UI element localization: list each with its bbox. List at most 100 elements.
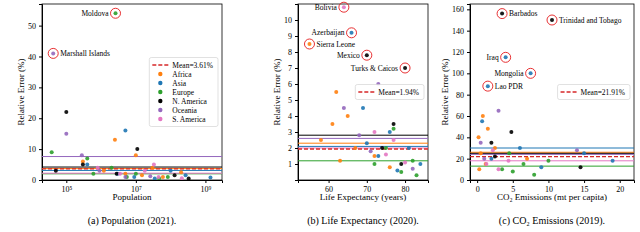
data-point xyxy=(392,122,396,126)
y-tick: 7 xyxy=(288,64,298,73)
y-tick: 50 xyxy=(28,22,42,31)
data-point xyxy=(134,153,138,157)
y-tick-mark xyxy=(295,148,298,149)
x-tick-mark xyxy=(329,180,330,183)
highlight-circle xyxy=(501,52,511,62)
data-point xyxy=(500,167,504,171)
highlight-circle xyxy=(400,63,410,73)
data-point xyxy=(497,167,501,171)
data-point xyxy=(346,114,350,118)
figure: 10⁵10⁷10⁹01020304050MoldovaMarshall Isla… xyxy=(0,0,640,232)
data-point xyxy=(532,173,536,177)
x-tick: 0 xyxy=(476,180,480,194)
data-point xyxy=(338,159,342,163)
legend-item: Mean=3.61% xyxy=(152,61,213,70)
y-tick: 20 xyxy=(28,114,42,123)
legend-swatch xyxy=(561,91,577,92)
y-axis-title: Relative Error (%) xyxy=(440,59,450,126)
data-point xyxy=(173,173,177,177)
data-point xyxy=(479,151,483,155)
y-tick: 30 xyxy=(28,83,42,92)
group-mean-line xyxy=(298,138,428,139)
legend-label: S. America xyxy=(172,115,206,124)
data-point xyxy=(114,11,118,15)
y-tick: 1 xyxy=(288,160,298,169)
data-point xyxy=(384,146,388,150)
data-point xyxy=(369,149,373,153)
y-tick-label: 140 xyxy=(452,27,464,36)
y-axis-title: Relative Error (%) xyxy=(16,59,26,126)
annotation-label: Moldova xyxy=(81,9,109,18)
plot-area xyxy=(298,5,428,177)
data-point xyxy=(484,162,488,166)
annotation-label: Sierra Leone xyxy=(316,40,355,49)
data-point xyxy=(518,146,522,150)
y-axis: 01020304050 xyxy=(28,5,43,186)
data-point xyxy=(208,176,212,180)
y-tick-mark xyxy=(467,9,470,10)
y-tick-label: 8 xyxy=(288,48,292,57)
annotation-label: Marshall Islands xyxy=(60,49,110,58)
legend-item: Europe xyxy=(158,88,195,97)
data-point xyxy=(525,157,529,161)
highlight-circle xyxy=(497,9,507,19)
x-tick-label: 0 xyxy=(476,185,480,194)
y-tick-mark xyxy=(295,100,298,101)
highlight-circle xyxy=(547,15,557,25)
y-tick-mark xyxy=(467,137,470,138)
y-tick-label: 100 xyxy=(452,69,464,78)
group-mean-line xyxy=(42,168,222,169)
data-point xyxy=(546,159,550,163)
data-point xyxy=(415,173,419,177)
group-mean-line xyxy=(470,160,634,161)
legend-swatch xyxy=(158,117,162,121)
legend-item: Mean=21.91% xyxy=(561,88,625,97)
y-tick: 6 xyxy=(288,80,298,89)
data-point xyxy=(407,146,411,150)
data-point xyxy=(486,84,490,88)
data-point xyxy=(388,165,392,169)
y-tick-label: 0 xyxy=(32,176,36,185)
data-point xyxy=(140,173,144,177)
y-tick-label: 60 xyxy=(456,112,464,121)
legend-item: Oceania xyxy=(158,106,197,115)
data-point xyxy=(489,141,493,145)
data-point xyxy=(169,169,173,173)
plot-frame xyxy=(298,4,428,180)
group-mean-line xyxy=(42,156,222,157)
y-tick-label: 10 xyxy=(28,145,36,154)
annotations: BarbadosTrinidad and TobagoIraqMongoliaL… xyxy=(483,9,622,92)
data-point xyxy=(85,156,89,160)
legend-item: Africa xyxy=(158,70,192,79)
data-point xyxy=(357,133,361,137)
annotation-label: Bolivia xyxy=(315,3,338,12)
legend-label: Africa xyxy=(172,70,192,79)
data-point xyxy=(135,147,139,151)
y-axis: 020406080100120140160 xyxy=(452,5,471,186)
y-tick-label: 80 xyxy=(456,91,464,100)
x-tick: 10⁹ xyxy=(201,180,212,194)
x-axis-title: CO₂ Emissions (mt per capita) xyxy=(497,192,607,202)
y-tick: 10 xyxy=(28,145,42,154)
series xyxy=(372,127,418,177)
x-tick-label: 20 xyxy=(616,185,624,194)
data-point xyxy=(372,130,376,134)
data-point xyxy=(334,90,338,94)
y-axis-line xyxy=(39,5,43,181)
chart-title: (b) Life Expectancy (2020). xyxy=(307,215,419,227)
annotations: Moldova Marshall Islands xyxy=(48,8,120,58)
legend-label: Asia xyxy=(172,79,186,88)
data-point xyxy=(187,176,191,180)
data-point xyxy=(64,132,68,136)
data-point xyxy=(113,138,117,142)
data-point xyxy=(372,154,376,158)
x-tick: 20 xyxy=(616,180,624,194)
plot-frame xyxy=(470,4,634,180)
data-point xyxy=(479,141,483,145)
data-point xyxy=(493,155,497,159)
series xyxy=(81,138,183,179)
y-tick-mark xyxy=(467,116,470,117)
data-point xyxy=(539,165,543,169)
legend-item: S. America xyxy=(158,115,206,124)
group-mean-line xyxy=(42,173,222,174)
